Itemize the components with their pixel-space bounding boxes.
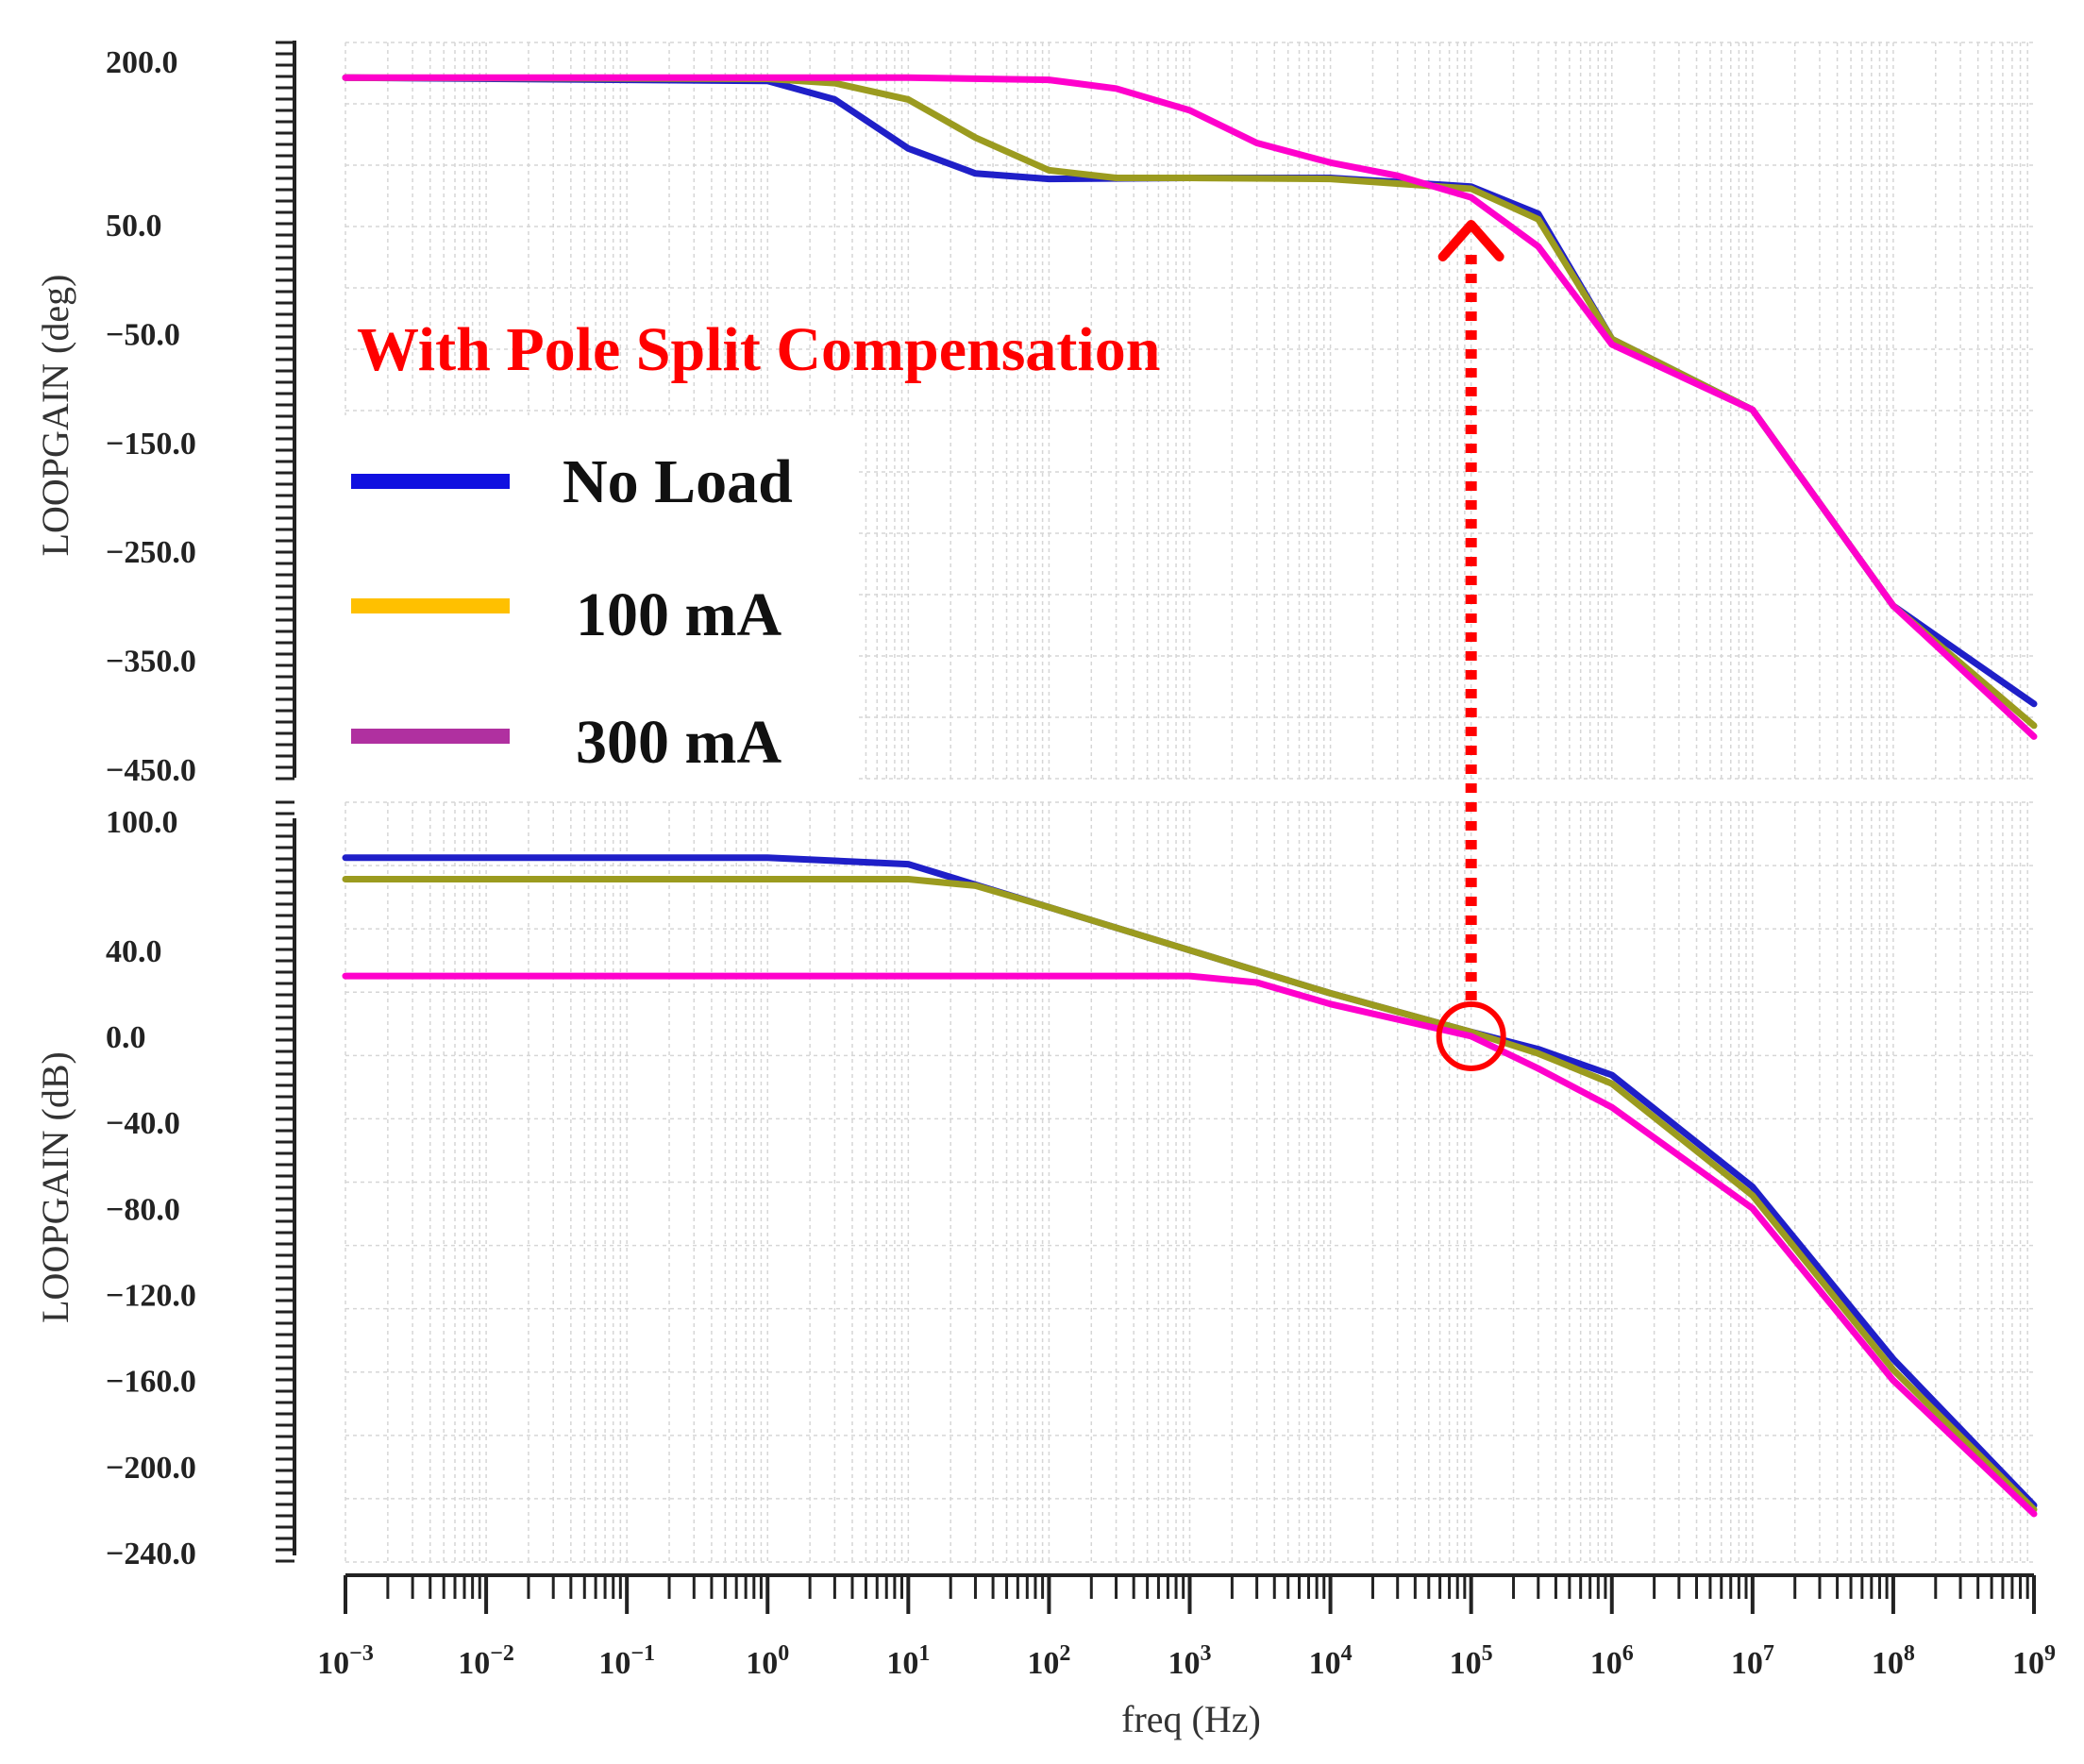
x-tick-label: 102 <box>1027 1641 1070 1681</box>
annotation-text: With Pole Split Compensation <box>357 315 1160 384</box>
legend-label-no-load: No Load <box>563 447 793 516</box>
phase-y-tick-label: −150.0 <box>106 427 196 462</box>
phase-y-tick-label: 50.0 <box>106 209 162 244</box>
legend-label-100ma: 100 mA <box>576 580 782 649</box>
x-tick-label: 106 <box>1590 1641 1634 1681</box>
crossover-marker <box>1436 220 1506 1071</box>
x-tick-label: 101 <box>886 1641 930 1681</box>
x-tick-label: 10−3 <box>317 1641 374 1681</box>
x-tick-label: 100 <box>746 1641 789 1681</box>
phase-y-tick-label: 200.0 <box>106 45 178 80</box>
legend-label-300ma: 300 mA <box>576 708 782 777</box>
x-tick-label: 107 <box>1731 1641 1774 1681</box>
axes <box>293 41 2034 1577</box>
gain-grid <box>345 801 2034 1563</box>
phase-y-ticks: 200.0 50.0 −50.0 −150.0 −250.0 −350.0 −450.0 <box>106 41 294 788</box>
x-tick-label: 108 <box>1872 1641 1915 1681</box>
x-tick-label: 109 <box>2012 1641 2056 1681</box>
gain-y-tick-label: 100.0 <box>106 805 178 840</box>
x-tick-label: 10−2 <box>458 1641 514 1681</box>
x-tick-label: 103 <box>1168 1641 1212 1681</box>
legend: No Load 100 mA 300 mA <box>330 415 859 783</box>
gain-series-100-ma <box>342 876 2038 1513</box>
gain-y-tick-label: −200.0 <box>106 1451 196 1486</box>
gain-curves <box>342 854 2038 1518</box>
phase-series-300-ma <box>342 74 2038 740</box>
gain-y-tick-label: 40.0 <box>106 934 162 969</box>
gain-series-300-ma <box>342 972 2038 1518</box>
phase-y-axis-title: LOOPGAIN (deg) <box>34 275 76 557</box>
x-ticks: 10−3 10−2 10−1 100 101 102 103 104 105 106 107 108 1… <box>317 1575 2056 1681</box>
x-tick-label: 105 <box>1450 1641 1493 1681</box>
gain-y-tick-label: −120.0 <box>106 1278 196 1313</box>
crossover-circle <box>1436 1000 1506 1071</box>
phase-curves <box>342 74 2038 740</box>
phase-y-tick-label: −350.0 <box>106 645 196 680</box>
x-tick-label: 10−1 <box>598 1641 655 1681</box>
crossover-arrow-head <box>1437 220 1504 261</box>
gain-y-axis-title: LOOPGAIN (dB) <box>34 1051 76 1323</box>
x-axis-title: freq (Hz) <box>1121 1698 1261 1740</box>
phase-y-tick-label: −250.0 <box>106 535 196 570</box>
phase-y-tick-label: −450.0 <box>106 753 196 788</box>
phase-y-tick-label: −50.0 <box>106 317 180 352</box>
gain-y-tick-label: −160.0 <box>106 1365 196 1400</box>
gain-y-tick-label: −80.0 <box>106 1192 180 1227</box>
gain-y-ticks: 100.0 40.0 0.0 −40.0 −80.0 −120.0 −160.0 −200.0… <box>106 800 294 1571</box>
x-tick-label: 104 <box>1309 1641 1353 1681</box>
gain-y-tick-label: −40.0 <box>106 1106 180 1141</box>
gain-y-tick-label: 0.0 <box>106 1020 146 1055</box>
gain-y-tick-label: −240.0 <box>106 1537 196 1571</box>
